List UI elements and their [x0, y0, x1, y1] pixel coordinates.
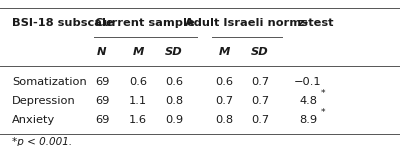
Text: M: M — [132, 47, 144, 57]
Text: 0.6: 0.6 — [165, 78, 183, 87]
Text: 0.9: 0.9 — [165, 115, 183, 125]
Text: 0.6: 0.6 — [129, 78, 147, 87]
Text: *: * — [321, 89, 326, 98]
Text: Somatization: Somatization — [12, 78, 87, 87]
Text: 0.8: 0.8 — [215, 115, 233, 125]
Text: 1.6: 1.6 — [129, 115, 147, 125]
Text: M: M — [218, 47, 230, 57]
Text: 69: 69 — [95, 78, 109, 87]
Text: 0.7: 0.7 — [251, 78, 269, 87]
Text: 69: 69 — [95, 97, 109, 106]
Text: Current sample: Current sample — [95, 18, 195, 28]
Text: SD: SD — [165, 47, 183, 57]
Text: Anxiety: Anxiety — [12, 115, 55, 125]
Text: 1.1: 1.1 — [129, 97, 147, 106]
Text: Adult Israeli norms: Adult Israeli norms — [185, 18, 308, 28]
Text: −0.1: −0.1 — [294, 78, 322, 87]
Text: *p < 0.001.: *p < 0.001. — [12, 137, 72, 146]
Text: 0.7: 0.7 — [215, 97, 233, 106]
Text: 0.8: 0.8 — [165, 97, 183, 106]
Text: 0.7: 0.7 — [251, 97, 269, 106]
Text: SD: SD — [251, 47, 269, 57]
Text: 4.8: 4.8 — [299, 97, 317, 106]
Text: BSI-18 subscale: BSI-18 subscale — [12, 18, 114, 28]
Text: 8.9: 8.9 — [299, 115, 317, 125]
Text: Depression: Depression — [12, 97, 76, 106]
Text: 0.6: 0.6 — [215, 78, 233, 87]
Text: 0.7: 0.7 — [251, 115, 269, 125]
Text: *: * — [321, 108, 326, 117]
Text: z-test: z-test — [298, 18, 334, 28]
Text: 69: 69 — [95, 115, 109, 125]
Text: N: N — [97, 47, 107, 57]
